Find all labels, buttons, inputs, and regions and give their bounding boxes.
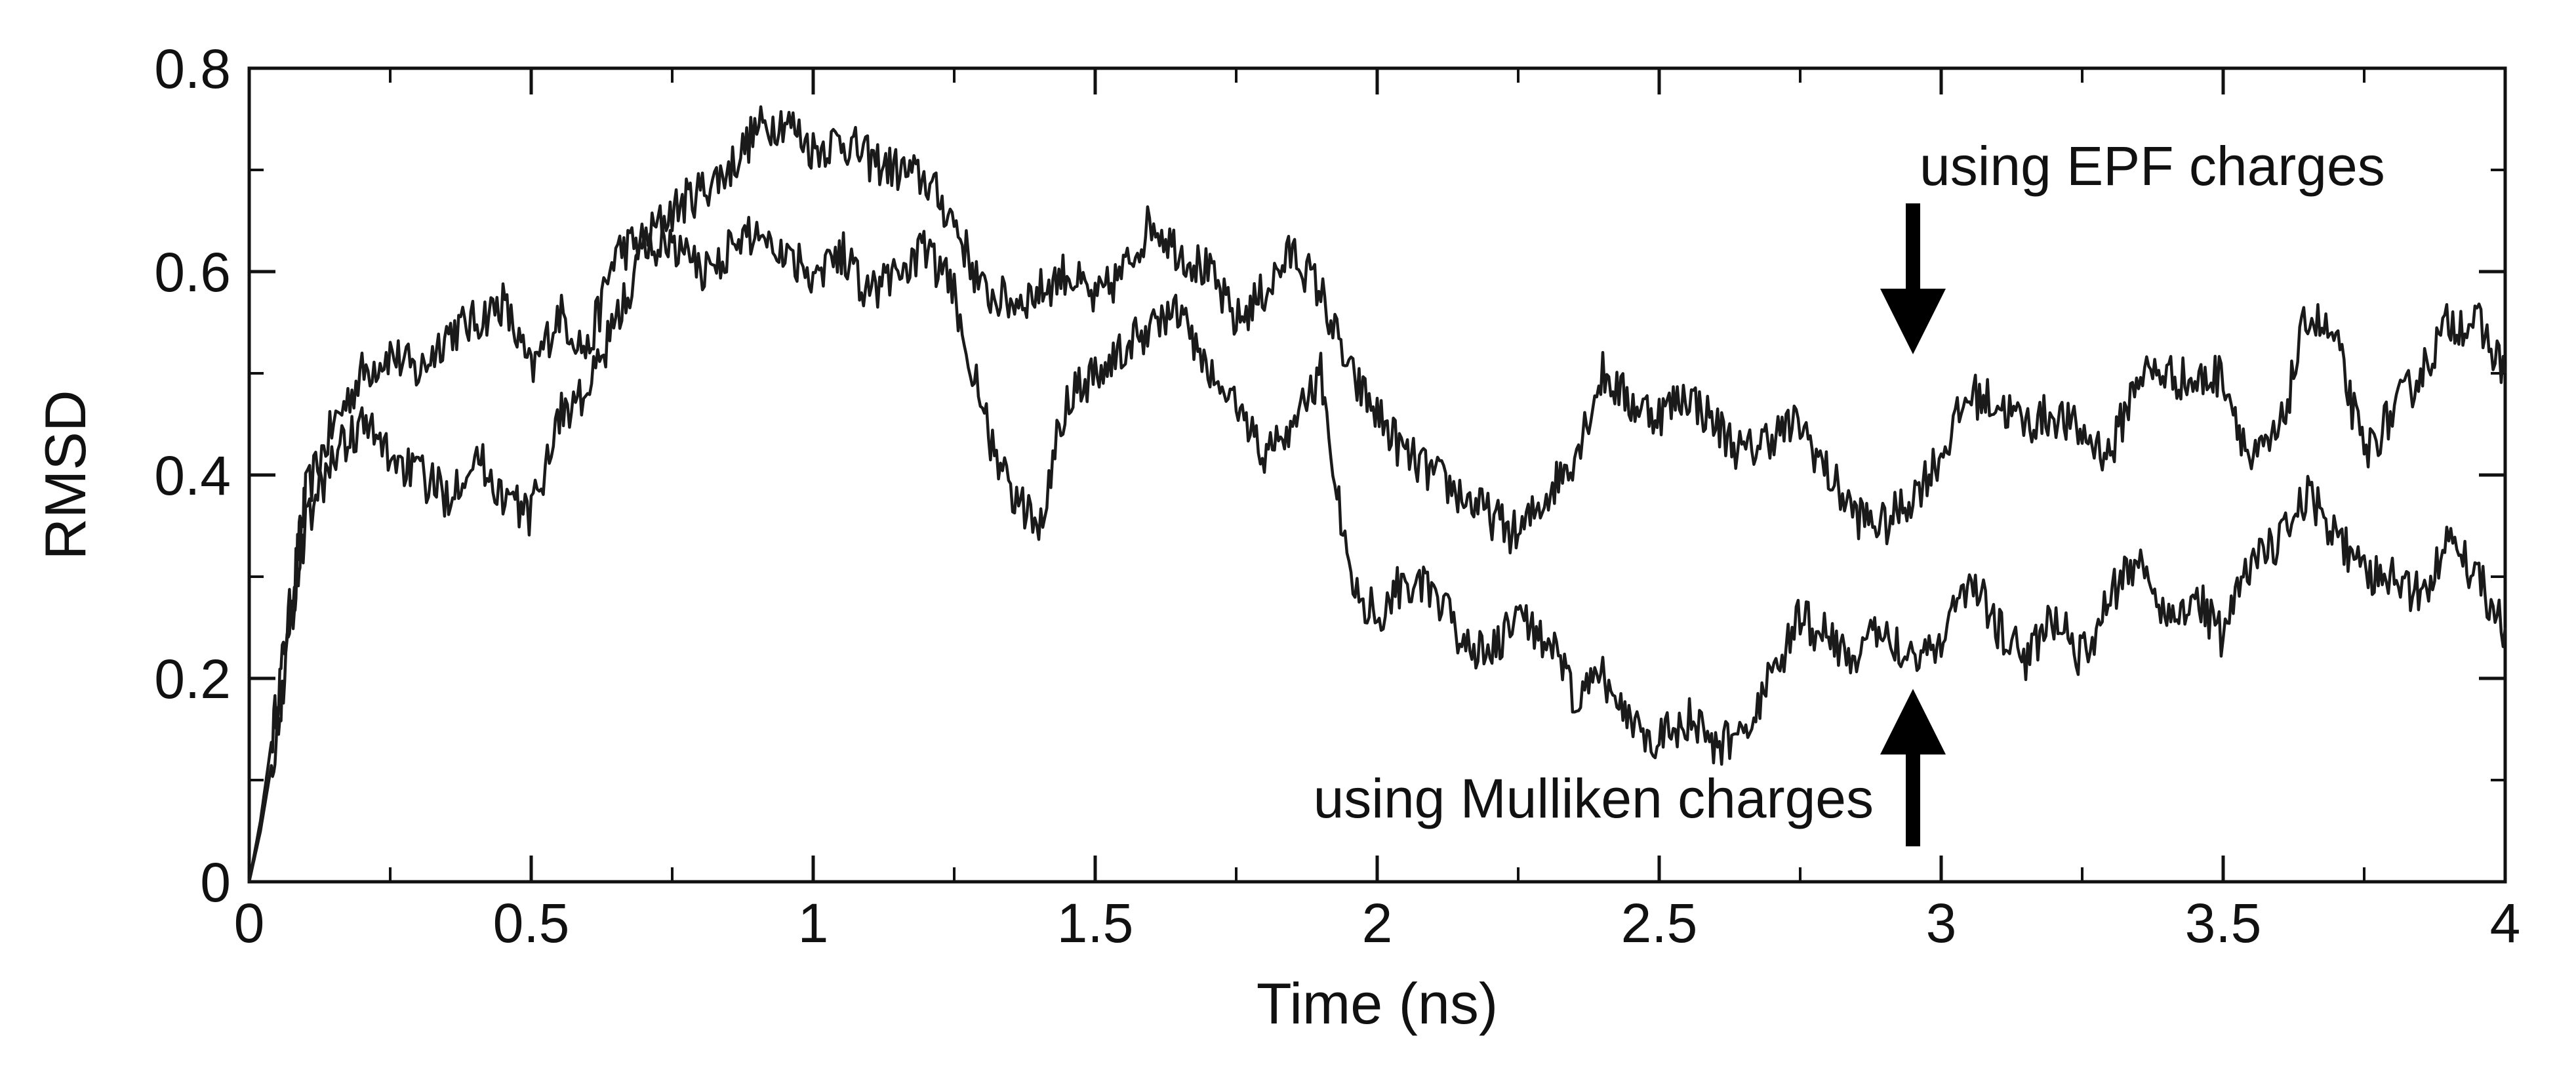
x-tick-label: 1.5 <box>1057 892 1134 954</box>
x-tick-label: 0.5 <box>493 892 570 954</box>
annotation-mulliken: using Mulliken charges <box>1314 768 1874 829</box>
series-line <box>247 105 2507 882</box>
y-tick-label: 0.4 <box>154 445 231 506</box>
series-line <box>247 215 2507 882</box>
x-tick-label: 2.5 <box>1621 892 1698 954</box>
x-tick-label: 3.5 <box>2185 892 2262 954</box>
y-tick-label: 0.2 <box>154 648 231 710</box>
series-layer <box>247 105 2507 882</box>
y-axis-label: RMSD <box>33 390 98 560</box>
x-axis: 0 0.5 1 1.5 2 2.5 3 3.5 4 <box>234 68 2521 954</box>
x-tick-label: 1 <box>798 892 829 954</box>
annotations: using EPF charges using Mulliken charges <box>1314 135 2385 846</box>
y-tick-label: 0.6 <box>154 241 231 303</box>
y-tick-label: 0.8 <box>154 38 231 100</box>
y-tick-label: 0 <box>200 852 231 913</box>
y-axis: 0 0.2 0.4 0.6 0.8 <box>154 38 2505 913</box>
x-tick-label: 2 <box>1362 892 1393 954</box>
arrow-down-head <box>1880 289 1946 354</box>
x-tick-label: 3 <box>1926 892 1957 954</box>
annotation-epf: using EPF charges <box>1920 135 2385 197</box>
x-axis-label: Time (ns) <box>1257 971 1498 1036</box>
x-tick-label: 4 <box>2490 892 2521 954</box>
x-tick-label: 0 <box>234 892 265 954</box>
arrow-up-head <box>1880 689 1946 754</box>
